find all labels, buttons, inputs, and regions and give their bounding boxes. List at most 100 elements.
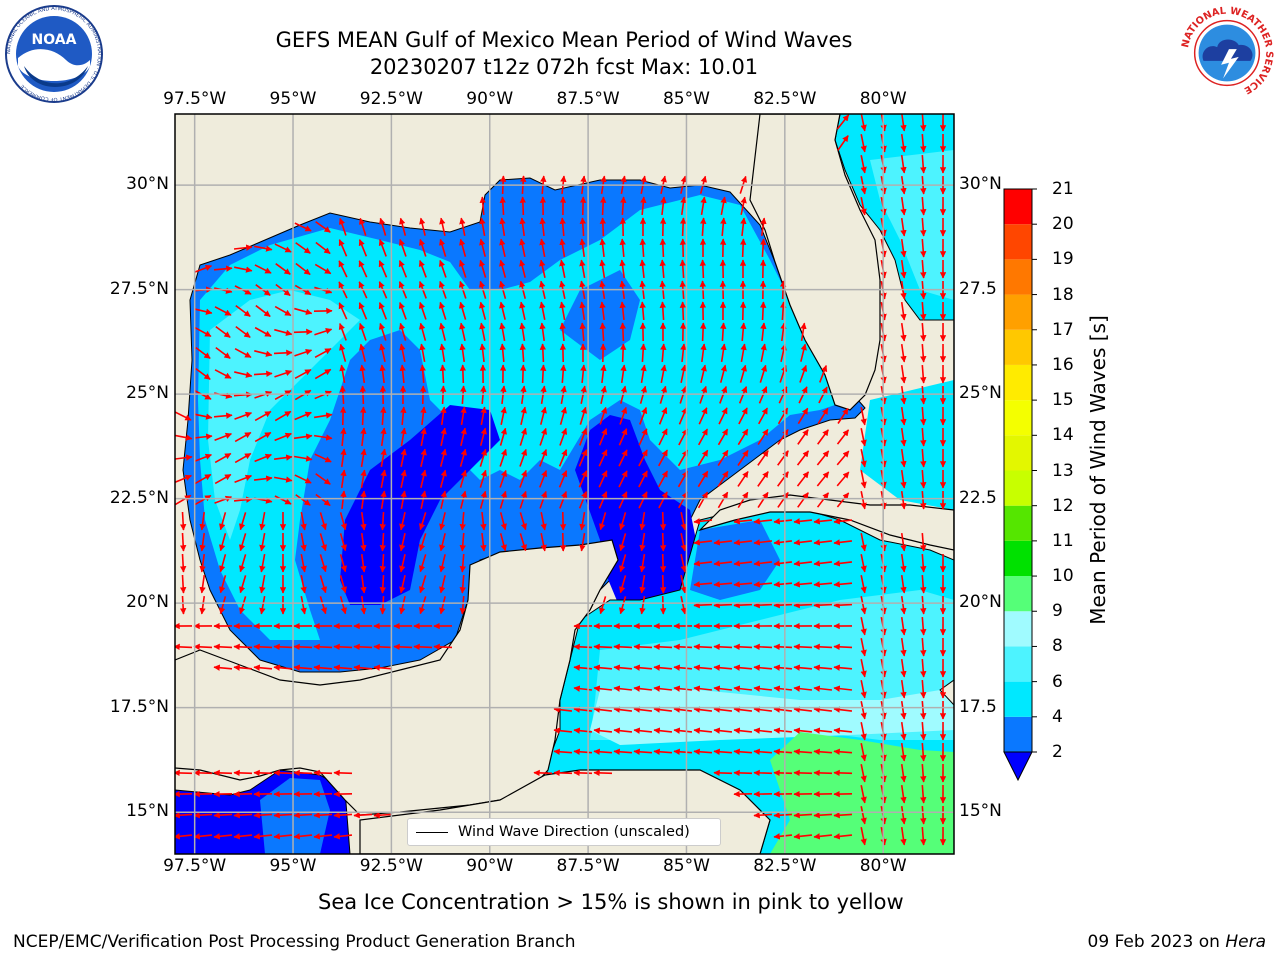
wind-wave-arrow [233,833,253,840]
wind-wave-arrow [659,259,666,279]
wind-wave-arrow [213,265,233,272]
wind-wave-arrow [293,664,313,671]
wind-wave-arrow [239,554,247,573]
wind-wave-arrow [254,390,273,399]
wind-wave-arrow [539,301,546,320]
wind-wave-arrow [519,448,528,467]
wind-wave-arrow [379,511,387,531]
colorbar-band [1004,505,1032,541]
wind-wave-arrow [439,385,447,405]
wind-wave-arrow [393,643,413,651]
wind-wave-arrow [700,343,707,363]
wind-wave-arrow [813,560,833,567]
wind-wave-arrow [759,301,767,321]
wind-wave-arrow [460,406,467,426]
wind-wave-arrow [398,260,408,278]
wind-wave-arrow [753,812,773,819]
wind-wave-arrow [713,581,733,588]
colorbar-tick-label: 20 [1052,214,1074,235]
wind-wave-arrow [233,664,253,671]
wind-wave-arrow [920,133,927,153]
wind-wave-arrow [479,427,487,446]
wind-wave-arrow [653,706,673,713]
wind-wave-arrow [499,469,508,488]
wind-wave-arrow [793,539,813,546]
wind-wave-arrow [920,637,927,657]
wind-wave-arrow [620,385,627,404]
wind-wave-arrow [618,491,628,509]
wind-wave-arrow [613,748,633,755]
wind-wave-arrow [259,575,266,594]
map-frame [174,113,955,855]
lon-label-bottom: 92.5°W [359,856,423,876]
wind-wave-arrow [593,685,613,692]
wind-wave-arrow [418,596,427,615]
wind-wave-arrow [559,406,567,425]
colorbar-band [1004,470,1032,506]
wind-wave-arrow [920,574,927,594]
wind-wave-arrow [239,575,247,594]
wind-wave-arrow [274,495,292,505]
wind-wave-arrow [399,364,406,384]
wind-wave-arrow [480,511,487,531]
wind-wave-arrow [273,643,293,651]
wind-wave-arrow [717,470,729,488]
wind-wave-arrow [693,706,713,713]
wind-wave-arrow [693,560,713,567]
wind-wave-arrow [658,407,668,425]
hispaniola-edge [939,679,954,706]
wind-wave-arrow [673,748,693,755]
wind-wave-arrow [573,664,593,671]
colorbar-tick-label: 18 [1052,284,1074,305]
wind-wave-arrow [900,343,907,363]
wind-wave-arrow [358,239,368,257]
wind-wave-arrow [213,833,233,840]
wind-wave-arrow [618,470,628,488]
wind-wave-arrow [194,494,212,506]
wind-wave-arrow [400,469,407,488]
wind-wave-arrow [418,301,427,320]
wind-wave-arrow [900,301,907,321]
wind-wave-arrow [860,701,867,720]
wind-wave-arrow [333,812,353,819]
wind-wave-arrow [313,412,333,419]
wind-wave-arrow [639,259,646,279]
wind-wave-arrow [399,554,406,573]
wind-wave-arrow [235,304,251,318]
wind-wave-arrow [717,449,729,467]
wind-wave-arrow [294,368,312,380]
wind-wave-arrow [860,680,867,699]
wind-wave-arrow [254,350,273,357]
wind-wave-arrow [558,470,568,488]
colorbar-tick-label: 2 [1052,742,1063,762]
wind-wave-arrow [274,305,292,317]
wind-wave-arrow [573,727,593,734]
wind-wave-arrow [639,238,646,258]
wind-wave-arrow [314,453,332,463]
wind-wave-arrow [213,643,233,651]
wind-wave-arrow [418,575,427,594]
wind-wave-arrow [380,490,387,510]
wind-wave-arrow [479,448,488,467]
wind-wave-arrow [194,264,213,273]
wind-wave-arrow [793,664,813,671]
wind-wave-arrow [900,742,907,762]
wind-wave-arrow [194,327,212,337]
wind-wave-arrow [619,554,627,573]
wind-wave-arrow [693,685,713,692]
wind-wave-arrow [360,469,367,489]
wind-wave-arrow [499,217,506,237]
wind-wave-arrow [618,428,628,446]
wind-wave-arrow [836,429,850,445]
wind-wave-arrow [419,343,426,362]
wind-wave-arrow [379,595,387,615]
wind-wave-arrow [833,706,853,713]
wind-wave-arrow [398,301,407,320]
lon-label-bottom: 90°W [466,856,514,876]
wind-wave-arrow [380,469,387,488]
wind-wave-arrow [234,266,253,273]
wind-wave-arrow [920,427,927,447]
wind-wave-arrow [593,727,613,734]
wind-wave-arrow [519,238,526,257]
wind-wave-arrow [860,470,867,489]
